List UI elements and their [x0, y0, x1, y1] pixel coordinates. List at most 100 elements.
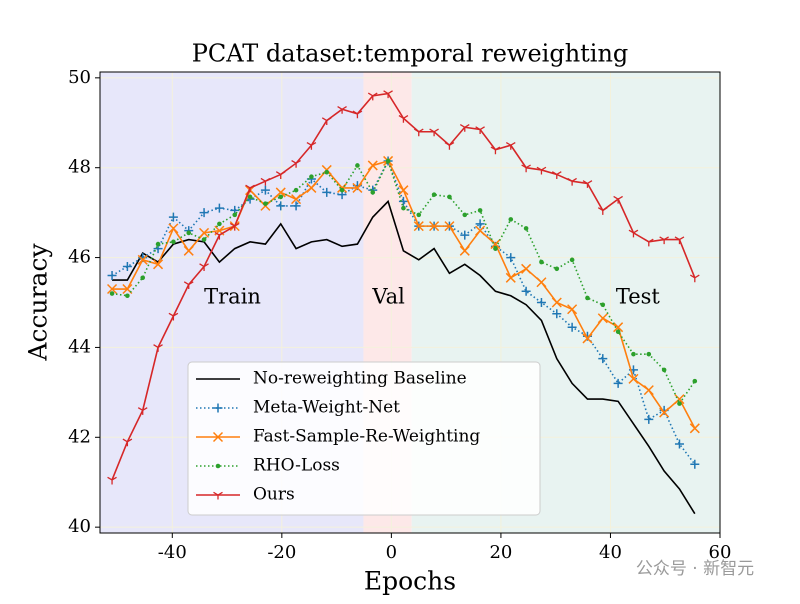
marker [199, 208, 209, 218]
marker [613, 322, 624, 333]
y-tick-label: 42 [68, 426, 91, 447]
marker [214, 203, 224, 213]
series-line [111, 159, 696, 465]
marker [229, 222, 240, 231]
marker [245, 184, 255, 193]
marker [352, 110, 363, 119]
y-tick-label: 40 [68, 516, 91, 537]
marker [429, 221, 440, 232]
marker [306, 182, 317, 193]
marker [462, 212, 468, 218]
marker [398, 115, 409, 123]
marker [291, 194, 302, 205]
plot [107, 90, 700, 515]
marker [460, 230, 470, 240]
marker [689, 423, 700, 434]
marker [322, 187, 332, 197]
marker [631, 351, 636, 357]
marker [598, 354, 608, 364]
marker [153, 344, 163, 352]
marker [370, 190, 376, 195]
marker [475, 219, 485, 229]
marker [567, 322, 577, 332]
regions [100, 72, 720, 533]
marker [628, 373, 639, 384]
marker [275, 171, 286, 179]
legend-label: No-reweighting Baseline [253, 369, 467, 389]
legend-label: Ours [253, 485, 295, 505]
marker [183, 281, 194, 290]
marker [291, 159, 301, 168]
marker [122, 262, 132, 272]
marker [554, 266, 560, 272]
marker [125, 293, 130, 299]
marker [355, 163, 360, 168]
marker [447, 194, 452, 200]
marker [536, 166, 547, 175]
marker [367, 92, 378, 101]
marker [291, 201, 301, 211]
marker [401, 205, 406, 211]
marker [199, 263, 209, 272]
marker [508, 217, 514, 222]
marker [597, 207, 608, 215]
marker [585, 295, 590, 301]
marker [459, 124, 470, 132]
marker [475, 225, 486, 236]
marker [413, 128, 424, 137]
x-tick-label: 40 [599, 542, 622, 563]
marker [523, 226, 529, 231]
marker [477, 208, 483, 213]
marker [690, 459, 700, 469]
marker [659, 236, 669, 245]
marker [416, 212, 422, 218]
marker [309, 174, 314, 179]
x-tick-label: 20 [489, 542, 512, 563]
marker [107, 283, 118, 295]
x-tick-label: -40 [158, 542, 187, 563]
marker [569, 257, 575, 263]
marker [153, 259, 164, 270]
marker [321, 117, 332, 126]
marker [232, 212, 238, 218]
legend-label: RHO-Loss [253, 456, 340, 476]
marker [490, 239, 501, 250]
marker [643, 385, 654, 396]
marker [352, 182, 363, 193]
marker [171, 239, 176, 245]
marker [367, 160, 378, 171]
marker [107, 476, 117, 485]
marker [339, 187, 345, 193]
region-label: Train [204, 285, 261, 309]
marker [213, 491, 223, 500]
legend: No-reweighting Baseline Meta-Weight-Net Fa… [187, 361, 541, 516]
marker [459, 245, 470, 256]
marker [385, 158, 391, 164]
region-label: Test [616, 285, 661, 309]
marker [521, 164, 531, 173]
marker [413, 221, 424, 232]
marker [539, 259, 544, 265]
x-tick-label: -20 [267, 542, 296, 563]
marker [383, 90, 393, 99]
marker [201, 237, 207, 242]
marker [613, 195, 623, 204]
marker [199, 227, 210, 238]
marker [643, 238, 654, 247]
marker [628, 229, 639, 238]
marker [137, 407, 148, 415]
marker [551, 297, 562, 308]
marker [644, 414, 654, 424]
marker [217, 221, 222, 227]
marker [276, 201, 286, 211]
marker [444, 141, 455, 150]
marker [490, 146, 501, 155]
marker [444, 221, 455, 232]
marker [674, 236, 685, 245]
axes: -40 -20 0 20 40 60 40 42 44 46 48 50 Train Val Test [68, 67, 731, 563]
marker [247, 194, 253, 200]
marker [689, 274, 700, 283]
marker [646, 351, 652, 357]
marker [600, 302, 606, 308]
